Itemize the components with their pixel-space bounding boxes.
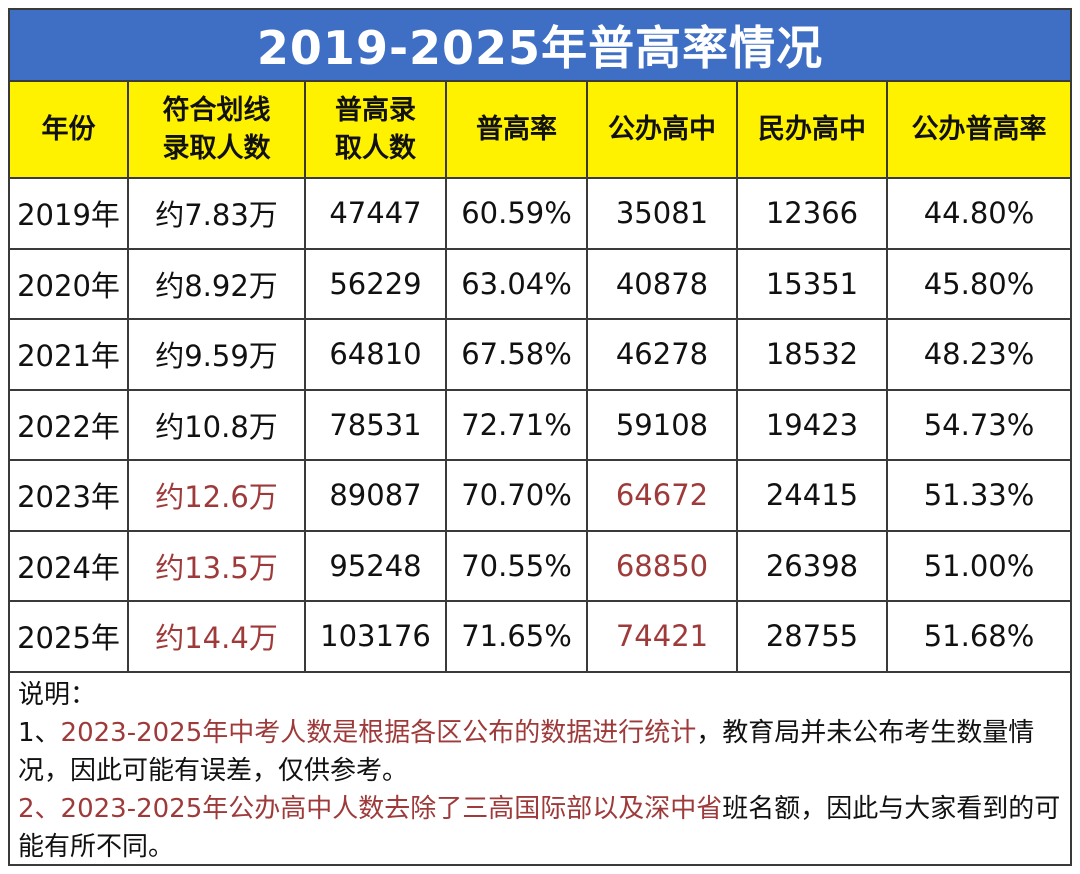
- column-header: 年份: [10, 82, 129, 179]
- table-row: 2020年 约8.92万 56229 63.04% 40878 15351 45.80%: [10, 247, 1070, 320]
- note-1-prefix: 1、: [18, 718, 61, 748]
- cell-year: 2024年: [10, 529, 129, 602]
- note-1: 1、2023-2025年中考人数是根据各区公布的数据进行统计，教育局并未公布考生…: [18, 714, 1062, 790]
- cell-public-rate: 51.33%: [886, 459, 1070, 532]
- table-header-row: 年份 符合划线 录取人数 普高录 取人数 普高率 公办高中 民办高中 公办普高率: [10, 82, 1070, 179]
- table-row: 2021年 约9.59万 64810 67.58% 46278 18532 48.23%: [10, 318, 1070, 391]
- note-2-text: 班名额，因此与大家看到的可能有所不同。: [18, 794, 1061, 862]
- cell-year: 2019年: [10, 177, 129, 250]
- table-row: 2019年 约7.83万 47447 60.59% 35081 12366 44.80%: [10, 177, 1070, 250]
- cell-eligible: 约12.6万: [127, 459, 306, 532]
- cell-rate: 70.70%: [445, 459, 588, 532]
- table-row: 2023年 约12.6万 89087 70.70% 64672 24415 51.33%: [10, 459, 1070, 532]
- summary-table-card: 2019-2025年普高率情况 年份 符合划线 录取人数 普高录 取人数 普高率 公办高…: [8, 8, 1072, 866]
- page-title: 2019-2025年普高率情况: [10, 10, 1070, 82]
- cell-rate: 63.04%: [445, 247, 588, 320]
- cell-private: 15351: [736, 247, 888, 320]
- cell-admitted: 103176: [304, 600, 447, 673]
- notes-heading: 说明：: [18, 680, 97, 710]
- column-header: 公办普高率: [886, 82, 1070, 179]
- cell-eligible: 约9.59万: [127, 318, 306, 391]
- cell-public: 46278: [586, 318, 738, 391]
- table-row: 2022年 约10.8万 78531 72.71% 59108 19423 54.73%: [10, 388, 1070, 461]
- cell-rate: 70.55%: [445, 529, 588, 602]
- cell-public-rate: 54.73%: [886, 388, 1070, 461]
- data-table: 年份 符合划线 录取人数 普高录 取人数 普高率 公办高中 民办高中 公办普高率 2019年…: [10, 82, 1070, 673]
- cell-eligible: 约13.5万: [127, 529, 306, 602]
- cell-rate: 67.58%: [445, 318, 588, 391]
- cell-private: 24415: [736, 459, 888, 532]
- cell-public: 64672: [586, 459, 738, 532]
- cell-public: 59108: [586, 388, 738, 461]
- cell-admitted: 95248: [304, 529, 447, 602]
- note-1-text: ，教育局并未公布考生数量情况，因此可能有误差，仅供参考。: [18, 718, 1035, 786]
- note-1-highlight: 2023-2025年中考人数是根据各区公布的数据进行统计: [60, 718, 697, 748]
- cell-public-rate: 51.00%: [886, 529, 1070, 602]
- cell-admitted: 64810: [304, 318, 447, 391]
- cell-private: 12366: [736, 177, 888, 250]
- cell-rate: 72.71%: [445, 388, 588, 461]
- cell-eligible: 约10.8万: [127, 388, 306, 461]
- cell-public: 40878: [586, 247, 738, 320]
- cell-public-rate: 51.68%: [886, 600, 1070, 673]
- table-row: 2025年 约14.4万 103176 71.65% 74421 28755 51.68%: [10, 600, 1070, 673]
- cell-eligible: 约7.83万: [127, 177, 306, 250]
- cell-public-rate: 44.80%: [886, 177, 1070, 250]
- cell-admitted: 56229: [304, 247, 447, 320]
- table-row: 2024年 约13.5万 95248 70.55% 68850 26398 51.00%: [10, 529, 1070, 602]
- cell-year: 2021年: [10, 318, 129, 391]
- column-header: 公办高中: [586, 82, 738, 179]
- column-header: 普高录 取人数: [304, 82, 447, 179]
- cell-rate: 60.59%: [445, 177, 588, 250]
- cell-private: 19423: [736, 388, 888, 461]
- note-2: 2、2023-2025年公办高中人数去除了三高国际部以及深中省班名额，因此与大家…: [18, 790, 1062, 866]
- cell-eligible: 约8.92万: [127, 247, 306, 320]
- column-header: 普高率: [445, 82, 588, 179]
- cell-private: 18532: [736, 318, 888, 391]
- cell-public: 35081: [586, 177, 738, 250]
- cell-year: 2020年: [10, 247, 129, 320]
- cell-private: 28755: [736, 600, 888, 673]
- cell-rate: 71.65%: [445, 600, 588, 673]
- cell-public: 74421: [586, 600, 738, 673]
- cell-eligible: 约14.4万: [127, 600, 306, 673]
- cell-year: 2025年: [10, 600, 129, 673]
- cell-year: 2022年: [10, 388, 129, 461]
- cell-admitted: 47447: [304, 177, 447, 250]
- note-2-highlight: 2、2023-2025年公办高中人数去除了三高国际部以及深中省: [18, 794, 723, 824]
- cell-public-rate: 45.80%: [886, 247, 1070, 320]
- column-header: 符合划线 录取人数: [127, 82, 306, 179]
- cell-admitted: 89087: [304, 459, 447, 532]
- cell-year: 2023年: [10, 459, 129, 532]
- cell-admitted: 78531: [304, 388, 447, 461]
- cell-public-rate: 48.23%: [886, 318, 1070, 391]
- cell-private: 26398: [736, 529, 888, 602]
- table-body: 2019年 约7.83万 47447 60.59% 35081 12366 44.80% 20…: [10, 177, 1070, 673]
- cell-public: 68850: [586, 529, 738, 602]
- column-header: 民办高中: [736, 82, 888, 179]
- notes-section: 说明： 1、2023-2025年中考人数是根据各区公布的数据进行统计，教育局并未…: [10, 670, 1070, 864]
